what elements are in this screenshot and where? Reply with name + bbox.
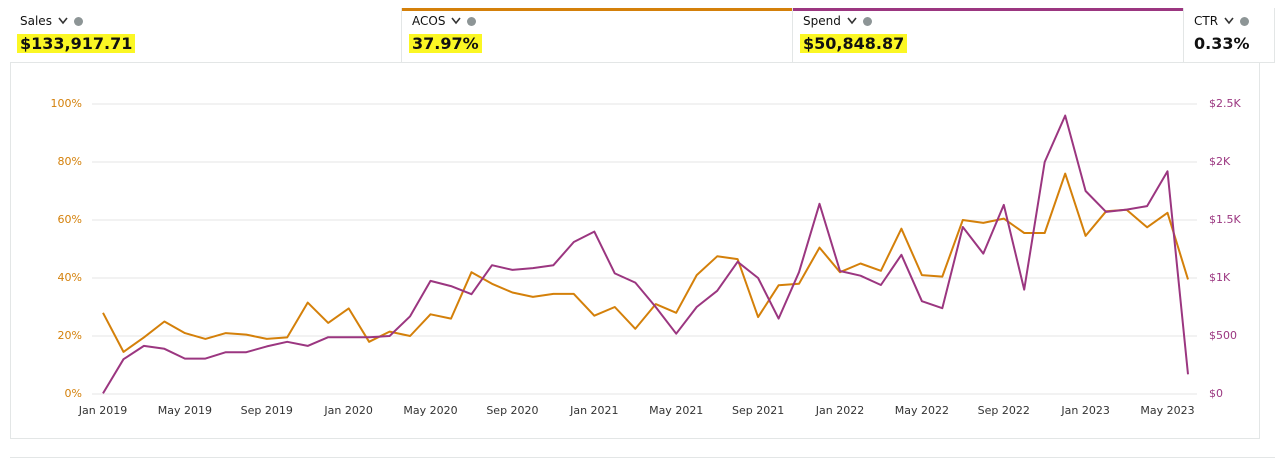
metric-label: Sales bbox=[20, 14, 52, 28]
metric-label: Spend bbox=[803, 14, 841, 28]
x-tick-label: Jan 2022 bbox=[815, 404, 864, 417]
info-icon[interactable] bbox=[467, 16, 477, 26]
metric-header: Sales bbox=[20, 14, 391, 28]
x-tick-label: Jan 2019 bbox=[78, 404, 127, 417]
metric-label: CTR bbox=[1194, 14, 1219, 28]
x-tick-label: May 2022 bbox=[895, 404, 949, 417]
series-line bbox=[102, 114, 1189, 394]
y-tick-label: 40% bbox=[58, 271, 82, 284]
info-icon[interactable] bbox=[862, 16, 872, 26]
metric-tile[interactable]: ACOS 37.97% bbox=[402, 8, 793, 62]
metric-value: $50,848.87 bbox=[800, 34, 908, 53]
x-tick-label: May 2023 bbox=[1140, 404, 1194, 417]
metric-header: ACOS bbox=[412, 14, 782, 28]
y2-tick-label: $1K bbox=[1209, 271, 1231, 284]
x-tick-label: Jan 2023 bbox=[1060, 404, 1109, 417]
y2-tick-label: $2.5K bbox=[1209, 97, 1241, 110]
y-tick-label: 80% bbox=[58, 155, 82, 168]
info-icon[interactable] bbox=[73, 16, 83, 26]
x-tick-label: May 2019 bbox=[158, 404, 212, 417]
metric-tile[interactable]: CTR 0.33% bbox=[1184, 8, 1275, 62]
chevron[interactable] bbox=[58, 17, 68, 25]
y-tick-label: 0% bbox=[65, 387, 82, 400]
x-tick-label: Sep 2021 bbox=[732, 404, 784, 417]
x-tick-label: Sep 2020 bbox=[486, 404, 538, 417]
y-tick-label: 60% bbox=[58, 213, 82, 226]
y-tick-label: 20% bbox=[58, 329, 82, 342]
x-tick-label: Jan 2020 bbox=[323, 404, 372, 417]
x-tick-label: Jan 2021 bbox=[569, 404, 618, 417]
divider bbox=[10, 457, 1275, 458]
metric-value: 0.33% bbox=[1194, 34, 1250, 53]
metric-header: CTR bbox=[1194, 14, 1264, 28]
metric-tiles: Sales $133,917.71 ACOS 37.97% Spend $50,848.8… bbox=[10, 8, 1275, 63]
metric-tile[interactable]: Spend $50,848.87 bbox=[793, 8, 1184, 62]
y2-tick-label: $2K bbox=[1209, 155, 1231, 168]
chevron[interactable] bbox=[847, 17, 857, 25]
metric-header: Spend bbox=[803, 14, 1173, 28]
x-tick-label: Sep 2019 bbox=[241, 404, 293, 417]
y-tick-label: 100% bbox=[51, 97, 82, 110]
series-line bbox=[102, 172, 1189, 353]
x-tick-label: May 2021 bbox=[649, 404, 703, 417]
x-tick-label: Sep 2022 bbox=[978, 404, 1030, 417]
tile-bar bbox=[402, 8, 792, 11]
chevron[interactable] bbox=[1224, 17, 1234, 25]
metric-tile[interactable]: Sales $133,917.71 bbox=[10, 8, 402, 62]
metric-value: 37.97% bbox=[409, 34, 482, 53]
y2-tick-label: $1.5K bbox=[1209, 213, 1241, 226]
y2-tick-label: $0 bbox=[1209, 387, 1223, 400]
y2-tick-label: $500 bbox=[1209, 329, 1237, 342]
tile-bar bbox=[793, 8, 1183, 11]
metric-value: $133,917.71 bbox=[17, 34, 136, 53]
metric-label: ACOS bbox=[412, 14, 446, 28]
chart-frame bbox=[10, 62, 1260, 439]
x-tick-label: May 2020 bbox=[403, 404, 457, 417]
info-icon[interactable] bbox=[1240, 16, 1250, 26]
chevron[interactable] bbox=[451, 17, 462, 25]
